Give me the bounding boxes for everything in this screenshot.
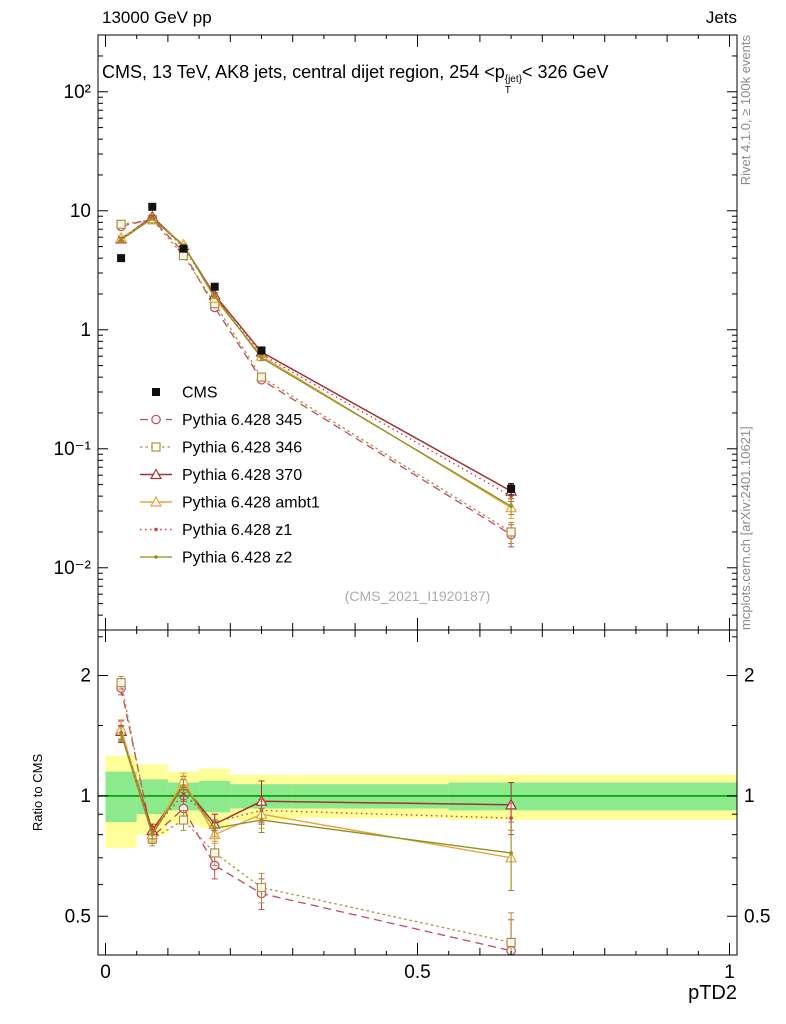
series-cms [117, 202, 516, 496]
title-text-2: < 326 GeV [522, 62, 609, 82]
main-panel-frame [97, 34, 738, 631]
series-z1 [118, 214, 515, 503]
series-z2 [118, 726, 515, 891]
ylabel-frac-2: dN dpT [0, 334, 2, 358]
svg-text:Pythia 6.428 370: Pythia 6.428 370 [182, 467, 302, 484]
svg-text:Pythia 6.428 ambt1: Pythia 6.428 ambt1 [182, 495, 320, 512]
svg-text:Pythia 6.428 346: Pythia 6.428 346 [182, 440, 302, 457]
svg-text:1: 1 [744, 786, 755, 807]
analysis-group-label: Jets [705, 8, 737, 27]
uncertainty-bands [98, 755, 737, 849]
green-band-bin [105, 771, 137, 823]
svg-text:2: 2 [80, 666, 91, 687]
svg-text:2: 2 [744, 666, 755, 687]
analysis-id-watermark: (CMS_2021_I1920187) [344, 588, 491, 604]
title-pt-sup: {jet} [504, 74, 522, 85]
legend-item-p346: Pythia 6.428 346 [140, 440, 302, 457]
main-panel-series [115, 202, 518, 548]
series-z2 [118, 216, 515, 516]
beam-energy-label: 13000 GeV pp [102, 8, 212, 27]
ratio-panel-series [115, 675, 518, 955]
ratio-y-axis-label: Ratio to CMS [30, 753, 45, 832]
svg-text:0.5: 0.5 [65, 906, 91, 927]
series-p345 [116, 681, 516, 955]
svg-text:1: 1 [80, 786, 91, 807]
svg-text:10⁻²: 10⁻² [54, 558, 92, 579]
legend-item-p370: Pythia 6.428 370 [140, 467, 302, 484]
svg-text:0: 0 [100, 962, 111, 983]
main-y-axis-label: # 1 N dN dpT # d²N dpT dλ [0, 35, 6, 630]
svg-text:Pythia 6.428 z1: Pythia 6.428 z1 [182, 522, 292, 539]
svg-text:0.5: 0.5 [404, 962, 430, 983]
series-p370 [115, 210, 518, 500]
svg-text:1: 1 [724, 962, 735, 983]
title-pt-sub: T [504, 84, 511, 96]
title-text-1: CMS, 13 TeV, AK8 jets, central dijet reg… [102, 62, 505, 82]
x-axis-label: pTD2 [688, 982, 737, 1004]
ylabel-frac2-den: dpT [0, 335, 2, 356]
legend-item-z1: Pythia 6.428 z1 [140, 522, 292, 539]
axes [97, 34, 738, 956]
svg-text:Pythia 6.428 345: Pythia 6.428 345 [182, 412, 302, 429]
legend-item-ambt1: Pythia 6.428 ambt1 [140, 495, 320, 512]
tick-labels: 10² 10 1 10⁻¹ 10⁻² 2 2 1 1 0.5 0.5 0 0.5 1 [54, 82, 771, 983]
ylabel-frac3-den: dpT dλ [0, 272, 2, 312]
svg-text:0.5: 0.5 [744, 906, 770, 927]
series-ambt1 [115, 212, 518, 519]
legend-item-cms: CMS [152, 385, 218, 402]
svg-text:10: 10 [70, 201, 91, 222]
svg-text:Pythia 6.428 z2: Pythia 6.428 z2 [182, 550, 292, 567]
legend: CMS Pythia 6.428 345 Pythia 6.428 346 Pythi… [140, 385, 320, 567]
ylabel-frac-3: d²N dpT dλ [0, 272, 2, 312]
svg-text:10⁻¹: 10⁻¹ [54, 439, 92, 460]
title-pt-supsub: {jet} T [504, 74, 522, 96]
mcplots-reference-label: mcplots.cern.ch [arXiv:2401.10621] [738, 426, 753, 630]
legend-item-z2: Pythia 6.428 z2 [140, 550, 292, 567]
svg-text:1: 1 [80, 320, 91, 341]
ylabel-frac3-den-sub: T [0, 291, 1, 297]
legend-item-p345: Pythia 6.428 345 [140, 412, 302, 429]
plot-title: CMS, 13 TeV, AK8 jets, central dijet reg… [102, 62, 742, 96]
svg-text:CMS: CMS [182, 385, 218, 402]
svg-text:10²: 10² [64, 82, 91, 103]
ylabel-frac2-den-sub: T [0, 335, 1, 341]
